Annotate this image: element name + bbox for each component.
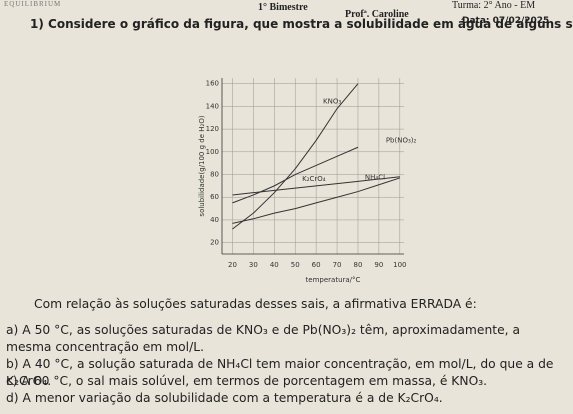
option-letter: b) (6, 357, 19, 371)
date: Data: 07/02/2025 (462, 16, 550, 26)
y-tick-label: 100 (206, 148, 219, 156)
option-text: A 50 °C, as soluções saturadas de KNO₃ e… (6, 323, 521, 354)
option: a) A 50 °C, as soluções saturadas de KNO… (6, 322, 566, 356)
option: b) A 40 °C, a solução saturada de NH₄Cl … (6, 356, 566, 390)
x-axis-label: temperatura/°C (306, 276, 361, 284)
y-tick-label: 120 (206, 125, 219, 133)
x-tick-label: 40 (270, 261, 279, 269)
series-line (232, 177, 400, 224)
x-tick-label: 70 (333, 261, 342, 269)
series-label: Pb(NO₃)₂ (386, 136, 417, 144)
question: 1) Considere o gráfico da figura, que mo… (30, 17, 573, 32)
chart: 20 40 60 80 100 120 140 160 20 30 40 50 60 70 80 90 100 t… (198, 78, 417, 284)
y-tick-label: 60 (210, 193, 219, 201)
series-line (232, 146, 359, 204)
x-tick-label: 60 (312, 261, 321, 269)
option-letter: c) (6, 374, 18, 388)
option-text: A menor variação da solubilidade com a t… (22, 391, 443, 405)
class: Turma: 2° Ano - EM (452, 0, 536, 11)
question-number: 1) (30, 17, 44, 31)
series-line (232, 176, 400, 196)
option-letter: a) (6, 323, 19, 337)
option: c) A 60 °C, o sal mais solúvel, em termo… (6, 373, 566, 390)
prompt: Com relação às soluções saturadas desses… (34, 297, 477, 311)
x-tick-label: 50 (291, 261, 300, 269)
y-tick-label: 20 (210, 239, 219, 247)
y-tick-label: 40 (210, 216, 219, 224)
y-tick-label: 140 (206, 102, 219, 110)
x-tick-label: 90 (374, 261, 383, 269)
x-tick-label: 100 (393, 261, 406, 269)
option-text: A 40 °C, a solução saturada de NH₄Cl tem… (6, 357, 554, 388)
option-letter: d) (6, 391, 19, 405)
y-tick-label: 80 (210, 171, 219, 179)
y-tick-label: 160 (206, 80, 219, 88)
series-label: K₂CrO₄ (302, 175, 326, 183)
question-text: Considere o gráfico da figura, que mostr… (48, 17, 573, 31)
series-label: KNO₃ (323, 98, 341, 106)
option: d) A menor variação da solubilidade com … (6, 390, 566, 407)
series-label: NH₄Cl (365, 174, 385, 182)
option-text: A 60 °C, o sal mais solúvel, em termos d… (21, 374, 488, 388)
x-tick-label: 80 (354, 261, 363, 269)
teacher: Profª. Caroline (345, 9, 409, 20)
term: 1° Bimestre (258, 2, 308, 13)
y-axis-label: solubilidade(g/100 g de H₂O) (198, 115, 206, 216)
x-tick-label: 20 (228, 261, 237, 269)
logo: EQUILIBRIUM (4, 0, 62, 8)
series-line (232, 83, 359, 230)
x-tick-label: 30 (249, 261, 258, 269)
